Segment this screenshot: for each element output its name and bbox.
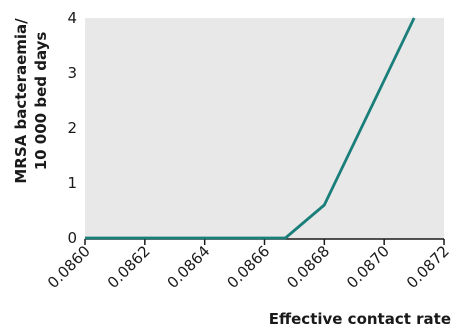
y-axis-label-line-2: 10 000 bed days [32, 32, 50, 171]
y-tick-label: 1 [67, 174, 77, 192]
plot-area [85, 18, 444, 239]
x-tick-label: 0.0870 [343, 242, 393, 292]
x-axis-label: Effective contact rate [269, 310, 451, 328]
x-tick-label: 0.0872 [403, 242, 453, 292]
x-tick-label: 0.0866 [223, 242, 273, 292]
series-line [85, 17, 416, 240]
y-axis-ticks: 0 1 2 3 4 [67, 9, 77, 247]
x-axis-ticks: 0.0860 0.0862 0.0864 0.0866 0.0868 0.0870 0.08… [44, 239, 453, 292]
y-tick-label: 4 [67, 9, 77, 27]
y-axis-label-line-1: MRSA bacteraemia/ [12, 18, 30, 184]
y-tick-label: 3 [67, 64, 77, 82]
x-tick-label: 0.0868 [283, 242, 333, 292]
x-tick-label: 0.0864 [164, 242, 214, 292]
y-tick-label: 0 [67, 229, 77, 247]
y-tick-label: 2 [67, 119, 77, 137]
x-tick-label: 0.0860 [44, 242, 94, 292]
x-tick-label: 0.0862 [104, 242, 154, 292]
